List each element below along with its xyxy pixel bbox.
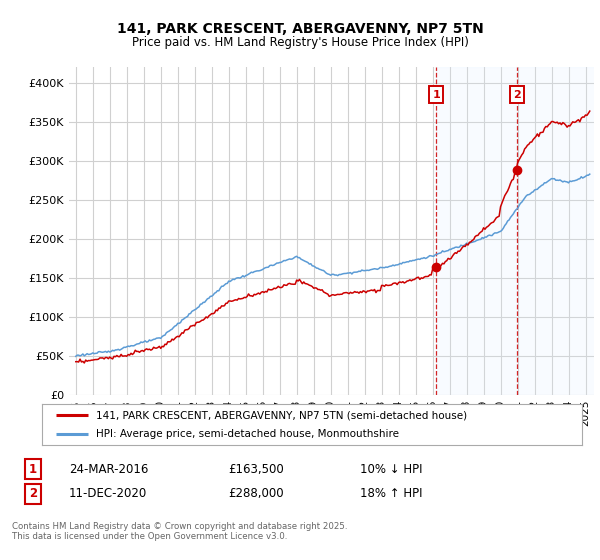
Bar bbox=[436, 67, 600, 395]
Text: 1: 1 bbox=[433, 90, 440, 100]
Text: 2: 2 bbox=[29, 487, 37, 501]
Text: 18% ↑ HPI: 18% ↑ HPI bbox=[360, 487, 422, 501]
Text: 1: 1 bbox=[29, 463, 37, 476]
Text: 141, PARK CRESCENT, ABERGAVENNY, NP7 5TN: 141, PARK CRESCENT, ABERGAVENNY, NP7 5TN bbox=[116, 22, 484, 36]
Text: 10% ↓ HPI: 10% ↓ HPI bbox=[360, 463, 422, 476]
Text: 11-DEC-2020: 11-DEC-2020 bbox=[69, 487, 147, 501]
Text: 141, PARK CRESCENT, ABERGAVENNY, NP7 5TN (semi-detached house): 141, PARK CRESCENT, ABERGAVENNY, NP7 5TN… bbox=[96, 410, 467, 421]
Text: 2: 2 bbox=[513, 90, 520, 100]
Text: £288,000: £288,000 bbox=[228, 487, 284, 501]
Text: £163,500: £163,500 bbox=[228, 463, 284, 476]
Text: Price paid vs. HM Land Registry's House Price Index (HPI): Price paid vs. HM Land Registry's House … bbox=[131, 36, 469, 49]
Text: Contains HM Land Registry data © Crown copyright and database right 2025.
This d: Contains HM Land Registry data © Crown c… bbox=[12, 522, 347, 542]
Text: 24-MAR-2016: 24-MAR-2016 bbox=[69, 463, 148, 476]
Text: HPI: Average price, semi-detached house, Monmouthshire: HPI: Average price, semi-detached house,… bbox=[96, 429, 399, 439]
